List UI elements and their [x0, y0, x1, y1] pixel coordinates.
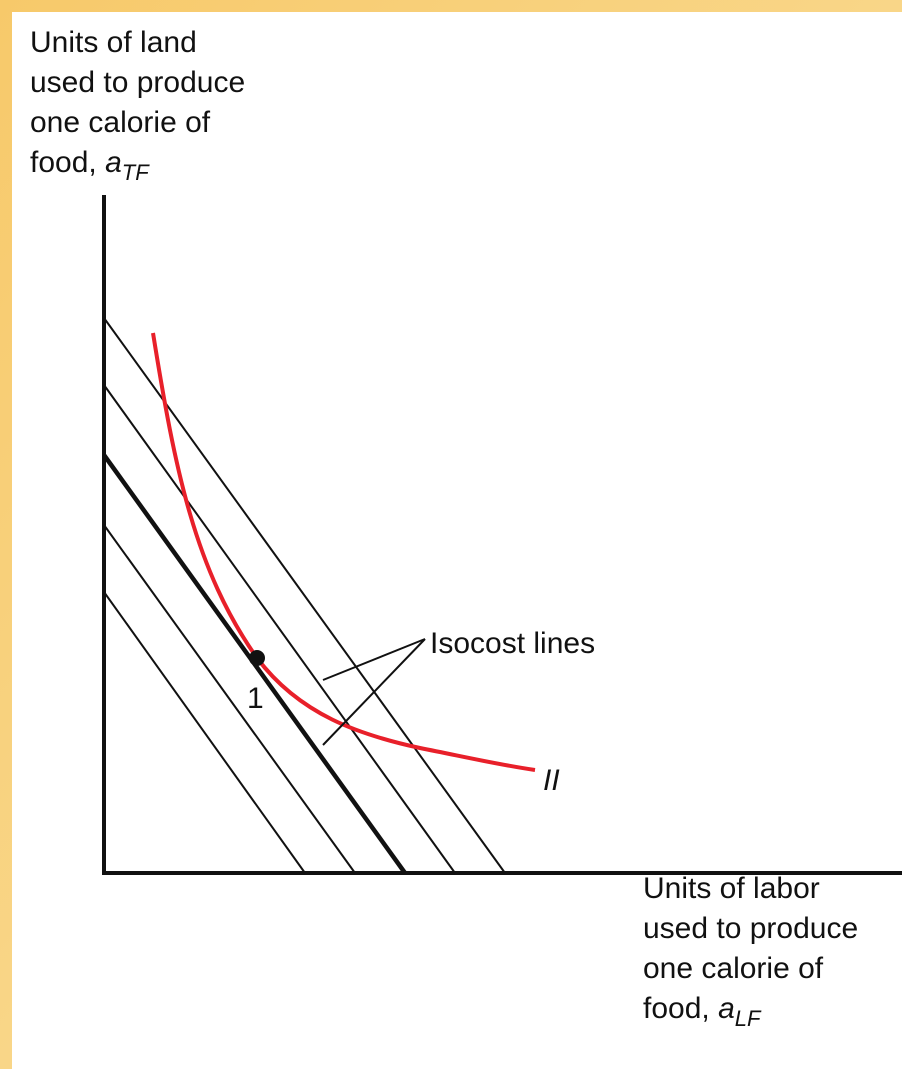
- isoquant-curve: [151, 332, 536, 772]
- tangency-point: [249, 650, 265, 666]
- x-label-line: food, aLF: [643, 992, 762, 1031]
- pointer-lines: [322, 638, 426, 746]
- point-label: 1: [247, 682, 264, 715]
- y-label-subscript: TF: [122, 160, 150, 185]
- pointer-line: [322, 638, 426, 681]
- y-label-prefix: food,: [30, 146, 105, 179]
- y-label-line: Units of land: [30, 26, 197, 59]
- pointer-line: [322, 638, 426, 746]
- x-label-prefix: food,: [643, 992, 718, 1025]
- isocost-label: Isocost lines: [430, 627, 595, 660]
- panel: [12, 12, 902, 1069]
- x-label-line: Units of labor: [643, 872, 820, 905]
- y-label-line: food, aTF: [30, 146, 150, 185]
- isocost-line: [103, 384, 456, 874]
- isocost-line: [103, 524, 356, 874]
- x-label-symbol: a: [718, 992, 735, 1025]
- x-label-line: one calorie of: [643, 952, 824, 985]
- y-label-symbol: a: [105, 146, 122, 179]
- y-label-line: one calorie of: [30, 106, 211, 139]
- x-label-subscript: LF: [735, 1006, 762, 1031]
- isoquant-label: II: [543, 764, 560, 797]
- y-label-line: used to produce: [30, 66, 245, 99]
- x-label-line: used to produce: [643, 912, 858, 945]
- isocost-line: [103, 591, 306, 874]
- isocost-line: [103, 317, 506, 874]
